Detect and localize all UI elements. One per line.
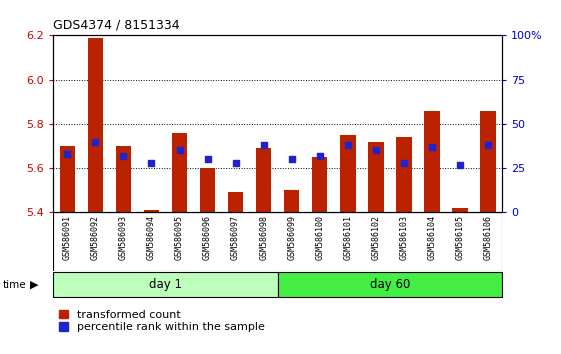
Bar bbox=[200, 168, 215, 212]
Point bbox=[456, 162, 465, 167]
Text: GSM586106: GSM586106 bbox=[484, 215, 493, 260]
Text: day 1: day 1 bbox=[149, 278, 182, 291]
Text: GSM586100: GSM586100 bbox=[315, 215, 324, 260]
Point bbox=[203, 156, 212, 162]
Point bbox=[287, 156, 296, 162]
Bar bbox=[228, 193, 243, 212]
Bar bbox=[53, 272, 278, 297]
Text: time: time bbox=[3, 280, 26, 290]
Point bbox=[315, 153, 324, 159]
Point bbox=[91, 139, 100, 144]
Text: GSM586101: GSM586101 bbox=[343, 215, 352, 260]
Bar bbox=[59, 146, 75, 212]
Bar bbox=[278, 272, 502, 297]
Point bbox=[147, 160, 156, 166]
Bar bbox=[452, 208, 468, 212]
Bar bbox=[396, 137, 412, 212]
Point bbox=[399, 160, 408, 166]
Text: GSM586098: GSM586098 bbox=[259, 215, 268, 260]
Point bbox=[175, 148, 184, 153]
Bar bbox=[424, 111, 440, 212]
Text: GSM586105: GSM586105 bbox=[456, 215, 465, 260]
Point bbox=[343, 142, 352, 148]
Bar bbox=[284, 190, 300, 212]
Text: GSM586096: GSM586096 bbox=[203, 215, 212, 260]
Legend: transformed count, percentile rank within the sample: transformed count, percentile rank withi… bbox=[59, 310, 264, 332]
Text: GDS4374 / 8151334: GDS4374 / 8151334 bbox=[53, 19, 180, 32]
Point bbox=[63, 151, 72, 157]
Bar bbox=[172, 133, 187, 212]
Text: day 60: day 60 bbox=[370, 278, 410, 291]
Text: GSM586103: GSM586103 bbox=[399, 215, 408, 260]
Bar bbox=[312, 157, 328, 212]
Text: ▶: ▶ bbox=[30, 280, 39, 290]
Text: GSM586091: GSM586091 bbox=[63, 215, 72, 260]
Point bbox=[119, 153, 128, 159]
Text: GSM586099: GSM586099 bbox=[287, 215, 296, 260]
Text: GSM586104: GSM586104 bbox=[427, 215, 436, 260]
Point bbox=[484, 142, 493, 148]
Text: GSM586094: GSM586094 bbox=[147, 215, 156, 260]
Text: GSM586092: GSM586092 bbox=[91, 215, 100, 260]
Point bbox=[231, 160, 240, 166]
Bar bbox=[368, 142, 384, 212]
Bar bbox=[144, 210, 159, 212]
Bar bbox=[88, 38, 103, 212]
Bar bbox=[480, 111, 496, 212]
Point bbox=[259, 142, 268, 148]
Bar bbox=[116, 146, 131, 212]
Text: GSM586097: GSM586097 bbox=[231, 215, 240, 260]
Text: GSM586093: GSM586093 bbox=[119, 215, 128, 260]
Text: GSM586095: GSM586095 bbox=[175, 215, 184, 260]
Text: GSM586102: GSM586102 bbox=[371, 215, 380, 260]
Bar bbox=[256, 148, 272, 212]
Bar bbox=[340, 135, 356, 212]
Point bbox=[427, 144, 436, 150]
Point bbox=[371, 148, 380, 153]
